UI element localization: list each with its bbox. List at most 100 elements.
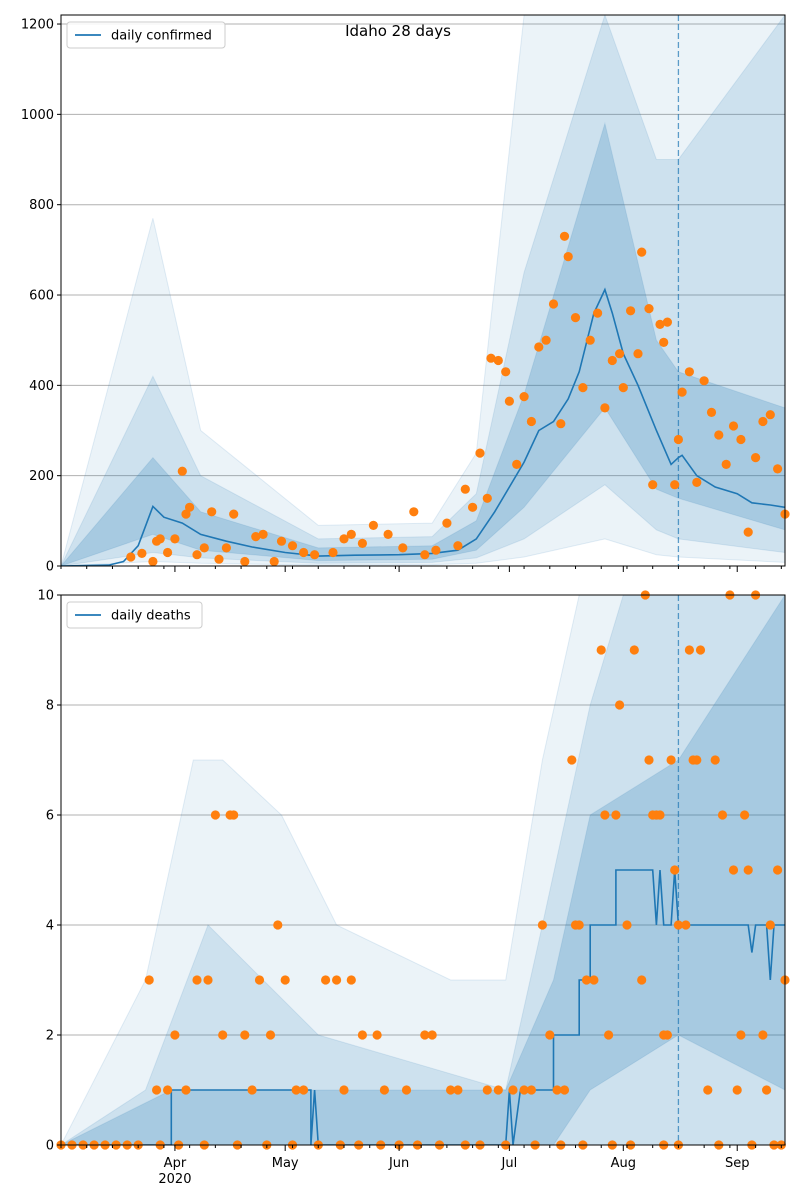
y-tick-label: 4 bbox=[46, 919, 54, 934]
data-point bbox=[655, 810, 665, 820]
data-point bbox=[563, 252, 573, 262]
data-point bbox=[765, 920, 775, 930]
data-point bbox=[570, 313, 581, 323]
legend-label: daily deaths bbox=[111, 609, 191, 624]
data-point bbox=[751, 453, 761, 463]
data-point bbox=[773, 865, 783, 875]
data-point bbox=[758, 416, 768, 427]
data-point bbox=[247, 1085, 257, 1095]
data-point bbox=[732, 1085, 742, 1095]
data-point bbox=[240, 1030, 250, 1040]
data-point bbox=[221, 543, 231, 553]
data-point bbox=[210, 810, 220, 820]
data-point bbox=[545, 1030, 555, 1040]
confirmed-panel: 0 200 400 600 800 1000 1200 daily confirmed bbox=[21, 14, 790, 575]
data-point bbox=[482, 493, 492, 503]
data-point bbox=[207, 507, 217, 517]
data-point bbox=[699, 376, 709, 386]
legend-label: daily confirmed bbox=[111, 29, 212, 44]
data-point bbox=[596, 645, 606, 655]
data-point bbox=[644, 755, 654, 765]
data-point bbox=[357, 538, 367, 549]
data-point bbox=[372, 1030, 382, 1040]
data-point bbox=[673, 434, 684, 445]
data-point bbox=[677, 387, 687, 397]
data-point bbox=[519, 392, 529, 402]
data-point bbox=[559, 231, 570, 241]
y-tick-label: 10 bbox=[37, 589, 54, 604]
data-point bbox=[600, 403, 610, 413]
x-tick-label: Aug bbox=[611, 1156, 636, 1171]
data-point bbox=[218, 1030, 228, 1040]
data-point bbox=[552, 1085, 562, 1095]
data-point bbox=[152, 1085, 162, 1095]
data-point bbox=[504, 396, 514, 406]
data-point bbox=[548, 299, 559, 309]
data-point bbox=[328, 547, 338, 558]
data-point bbox=[332, 975, 342, 985]
data-point bbox=[721, 459, 731, 469]
data-point bbox=[526, 416, 537, 427]
data-point bbox=[203, 975, 213, 985]
x-tick-label: Jun bbox=[388, 1156, 409, 1171]
uncertainty-band bbox=[61, 595, 785, 1145]
x-tick-label: May bbox=[272, 1156, 299, 1171]
data-point bbox=[637, 247, 647, 257]
data-point bbox=[633, 349, 643, 359]
data-point bbox=[291, 1085, 301, 1095]
data-point bbox=[526, 1085, 537, 1095]
data-point bbox=[199, 543, 209, 553]
data-point bbox=[258, 529, 268, 540]
data-point bbox=[736, 434, 746, 445]
data-point bbox=[743, 865, 753, 875]
data-point bbox=[420, 550, 430, 560]
data-point bbox=[615, 700, 625, 710]
data-point bbox=[578, 383, 588, 393]
data-point bbox=[185, 502, 195, 512]
data-point bbox=[692, 477, 702, 487]
data-point bbox=[703, 1085, 713, 1095]
x-tick-label: Sep bbox=[725, 1156, 750, 1171]
legend-box bbox=[66, 21, 226, 49]
y-tick-label: 600 bbox=[29, 289, 54, 304]
data-point bbox=[280, 975, 290, 985]
data-point bbox=[269, 556, 279, 567]
data-point bbox=[615, 349, 625, 359]
y-tick-label: 6 bbox=[46, 809, 54, 824]
data-point bbox=[648, 480, 658, 490]
data-point bbox=[692, 755, 702, 765]
data-point bbox=[581, 975, 592, 985]
data-point bbox=[482, 1085, 492, 1095]
data-point bbox=[148, 556, 158, 567]
data-point bbox=[287, 541, 298, 551]
data-point bbox=[637, 975, 647, 985]
data-point bbox=[346, 975, 356, 985]
data-point bbox=[229, 509, 239, 519]
data-point bbox=[321, 975, 331, 985]
data-point bbox=[710, 755, 720, 765]
data-point bbox=[409, 507, 419, 517]
data-point bbox=[254, 975, 265, 985]
data-point bbox=[126, 552, 136, 562]
data-point bbox=[659, 337, 669, 347]
data-point bbox=[310, 550, 320, 560]
data-point bbox=[736, 1030, 746, 1040]
data-point bbox=[567, 755, 577, 765]
data-point bbox=[144, 975, 154, 985]
data-point bbox=[475, 448, 485, 458]
data-point bbox=[585, 335, 595, 345]
data-point bbox=[670, 480, 680, 490]
data-point bbox=[589, 975, 599, 985]
data-point bbox=[519, 1085, 529, 1095]
data-point bbox=[629, 645, 639, 655]
data-point bbox=[508, 1085, 518, 1095]
data-point bbox=[493, 355, 503, 366]
data-point bbox=[765, 410, 775, 420]
data-point bbox=[229, 810, 239, 820]
data-point bbox=[512, 459, 522, 469]
y-tick-label: 800 bbox=[29, 198, 54, 213]
data-point bbox=[468, 502, 478, 512]
